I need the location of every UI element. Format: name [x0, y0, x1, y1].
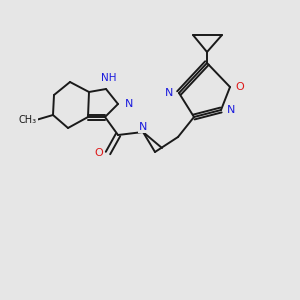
Text: N: N [125, 99, 133, 109]
Text: CH₃: CH₃ [19, 115, 37, 125]
Text: O: O [94, 148, 103, 158]
Text: N: N [165, 88, 173, 98]
Text: NH: NH [101, 73, 117, 83]
Text: N: N [139, 122, 147, 132]
Text: O: O [236, 82, 244, 92]
Text: N: N [227, 105, 235, 115]
